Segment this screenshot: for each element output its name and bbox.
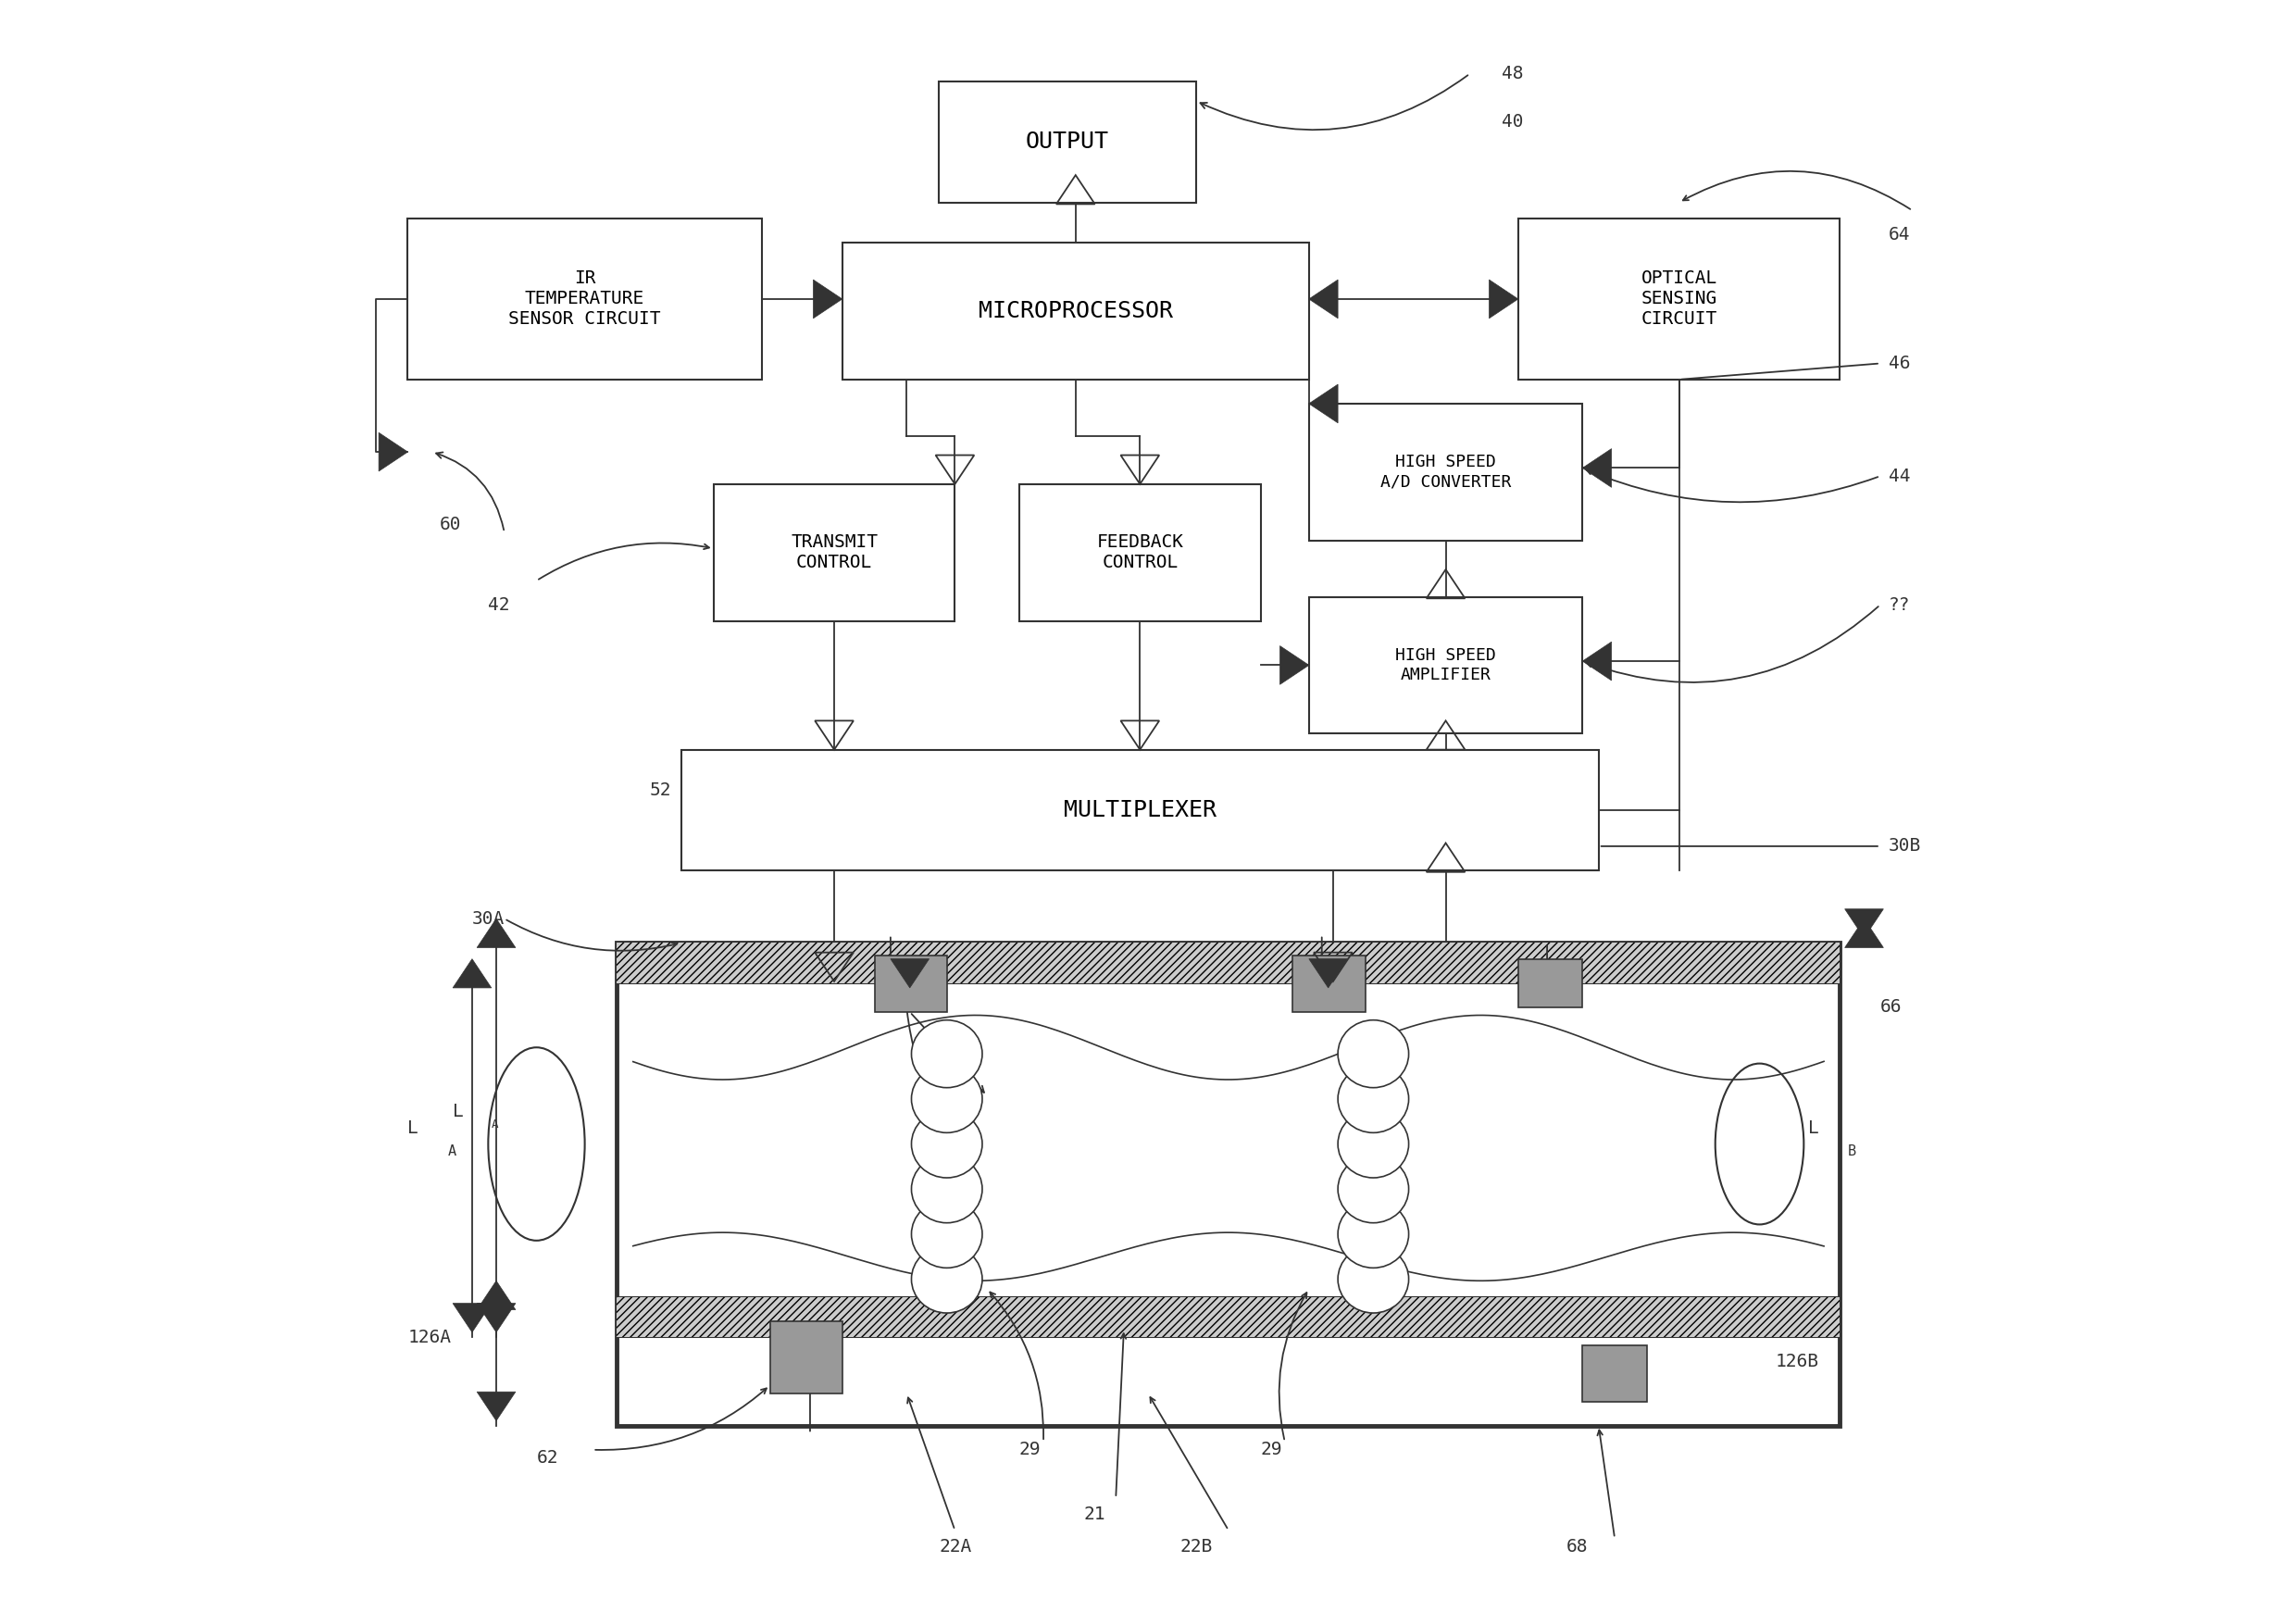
Text: L: L bbox=[409, 1119, 418, 1136]
Text: IR
TEMPERATURE
SENSOR CIRCUIT: IR TEMPERATURE SENSOR CIRCUIT bbox=[510, 269, 661, 329]
Polygon shape bbox=[1582, 642, 1612, 680]
Polygon shape bbox=[478, 1391, 517, 1420]
Text: L: L bbox=[1807, 1119, 1818, 1136]
Bar bbox=[875, 956, 946, 1012]
Bar bbox=[1582, 1344, 1646, 1401]
FancyBboxPatch shape bbox=[714, 484, 955, 621]
Text: 68: 68 bbox=[1566, 1538, 1589, 1556]
Ellipse shape bbox=[1339, 1111, 1410, 1178]
Text: 42: 42 bbox=[489, 596, 510, 614]
FancyBboxPatch shape bbox=[1019, 484, 1261, 621]
Bar bbox=[1518, 959, 1582, 1008]
Ellipse shape bbox=[912, 1020, 983, 1088]
FancyBboxPatch shape bbox=[1309, 403, 1582, 540]
Text: HIGH SPEED
A/D CONVERTER: HIGH SPEED A/D CONVERTER bbox=[1380, 455, 1511, 490]
Ellipse shape bbox=[489, 1048, 585, 1241]
Polygon shape bbox=[813, 280, 843, 318]
Text: HIGH SPEED
AMPLIFIER: HIGH SPEED AMPLIFIER bbox=[1396, 646, 1497, 683]
Text: OPTICAL
SENSING
CIRCUIT: OPTICAL SENSING CIRCUIT bbox=[1642, 269, 1717, 329]
Text: A: A bbox=[448, 1145, 457, 1157]
Polygon shape bbox=[1844, 919, 1883, 948]
Polygon shape bbox=[1490, 280, 1518, 318]
Text: B: B bbox=[1848, 1145, 1857, 1157]
Text: FEEDBACK
CONTROL: FEEDBACK CONTROL bbox=[1097, 534, 1182, 572]
Text: 48: 48 bbox=[1502, 64, 1525, 82]
Polygon shape bbox=[452, 959, 491, 988]
Polygon shape bbox=[891, 959, 930, 988]
Polygon shape bbox=[1844, 909, 1883, 938]
Ellipse shape bbox=[912, 1111, 983, 1178]
Ellipse shape bbox=[1339, 1156, 1410, 1224]
FancyBboxPatch shape bbox=[1309, 596, 1582, 733]
Text: MULTIPLEXER: MULTIPLEXER bbox=[1063, 800, 1217, 821]
Text: 46: 46 bbox=[1887, 355, 1910, 372]
Text: 60: 60 bbox=[441, 516, 461, 534]
Bar bbox=[1293, 956, 1366, 1012]
Bar bbox=[618, 943, 1839, 983]
Polygon shape bbox=[1279, 646, 1309, 685]
Polygon shape bbox=[478, 1304, 517, 1332]
Text: 21: 21 bbox=[1084, 1506, 1104, 1523]
Text: OUTPUT: OUTPUT bbox=[1026, 131, 1109, 153]
Ellipse shape bbox=[912, 1246, 983, 1312]
Bar bbox=[618, 1298, 1839, 1336]
Ellipse shape bbox=[1339, 1066, 1410, 1133]
Ellipse shape bbox=[912, 1201, 983, 1269]
Text: 22B: 22B bbox=[1180, 1538, 1212, 1556]
Text: MICROPROCESSOR: MICROPROCESSOR bbox=[978, 300, 1173, 322]
Text: 44: 44 bbox=[1887, 467, 1910, 485]
Text: ??: ?? bbox=[1887, 596, 1910, 614]
Text: 126A: 126A bbox=[409, 1328, 452, 1346]
Ellipse shape bbox=[912, 1156, 983, 1224]
Text: 40: 40 bbox=[1502, 113, 1525, 131]
FancyBboxPatch shape bbox=[939, 82, 1196, 203]
Bar bbox=[769, 1320, 843, 1393]
Text: 29: 29 bbox=[1261, 1441, 1283, 1459]
Text: 66: 66 bbox=[1880, 998, 1901, 1016]
Text: 29: 29 bbox=[1019, 1441, 1040, 1459]
Polygon shape bbox=[1309, 959, 1348, 988]
Polygon shape bbox=[379, 432, 409, 471]
Text: 30B: 30B bbox=[1887, 838, 1922, 854]
Polygon shape bbox=[452, 1304, 491, 1332]
Polygon shape bbox=[478, 919, 517, 948]
Ellipse shape bbox=[1339, 1201, 1410, 1269]
Ellipse shape bbox=[912, 1066, 983, 1133]
FancyBboxPatch shape bbox=[682, 750, 1598, 870]
Text: 30A: 30A bbox=[473, 909, 505, 927]
Text: 126B: 126B bbox=[1775, 1352, 1818, 1370]
FancyBboxPatch shape bbox=[409, 219, 762, 379]
Polygon shape bbox=[1309, 384, 1339, 422]
Polygon shape bbox=[478, 1282, 517, 1311]
FancyBboxPatch shape bbox=[1518, 219, 1839, 379]
Ellipse shape bbox=[1339, 1246, 1410, 1312]
Text: 52: 52 bbox=[650, 782, 670, 798]
Text: 22A: 22A bbox=[939, 1538, 971, 1556]
Polygon shape bbox=[1582, 448, 1612, 487]
Text: 64: 64 bbox=[1887, 226, 1910, 243]
Polygon shape bbox=[1309, 280, 1339, 318]
Text: 62: 62 bbox=[537, 1449, 558, 1467]
Bar bbox=[618, 943, 1839, 1425]
Text: A: A bbox=[491, 1119, 498, 1130]
Ellipse shape bbox=[1715, 1064, 1805, 1225]
Text: L: L bbox=[452, 1103, 464, 1120]
Ellipse shape bbox=[1339, 1020, 1410, 1088]
FancyBboxPatch shape bbox=[843, 243, 1309, 379]
Text: TRANSMIT
CONTROL: TRANSMIT CONTROL bbox=[790, 534, 877, 572]
